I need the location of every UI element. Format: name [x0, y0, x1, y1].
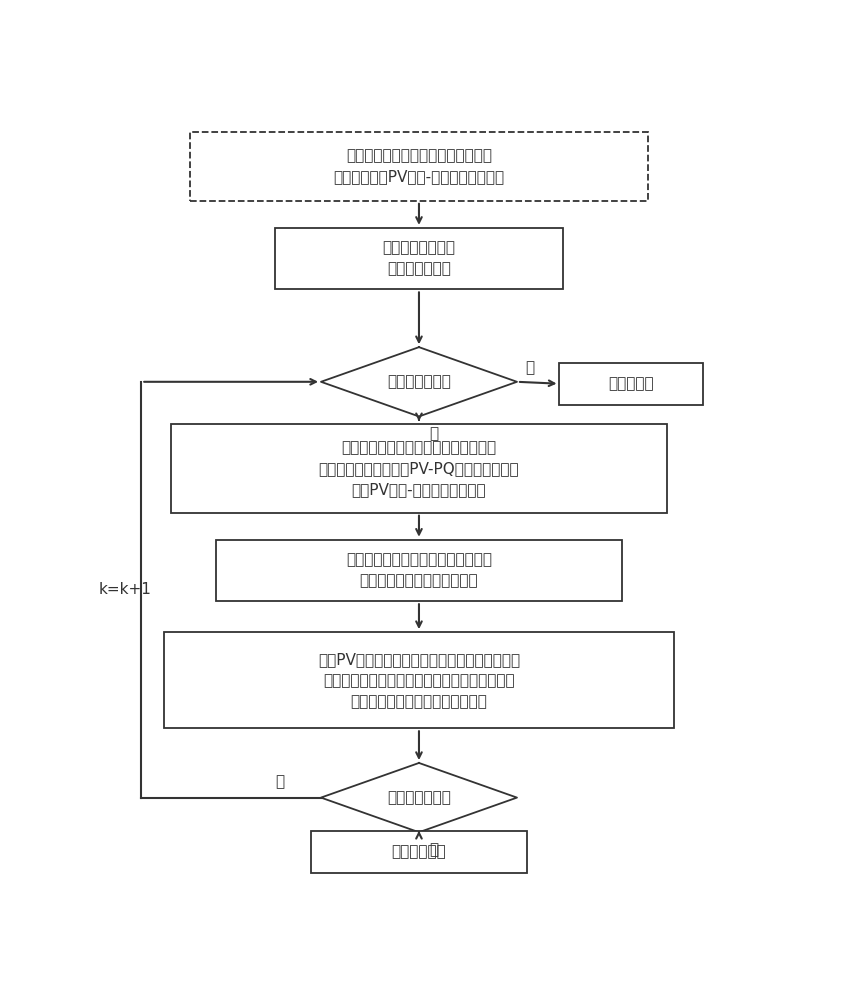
Text: 是: 是 — [429, 842, 438, 857]
Text: 节点断开后对新的节点进行有功功率、
无功功率分配，并进行PV-PQ节点转化判定，
修正PV节点-环网综合补偿矩阵: 节点断开后对新的节点进行有功功率、 无功功率分配，并进行PV-PQ节点转化判定，… — [319, 440, 519, 497]
Text: 小于迭代次数？: 小于迭代次数？ — [387, 374, 451, 389]
Text: 计算PV节点的偏差量和环网的偏差量，获得补偿
电流，再在补偿电流的基础上重新计算支路电流
，修正各节点电压，并且进行补偿: 计算PV节点的偏差量和环网的偏差量，获得补偿 电流，再在补偿电流的基础上重新计算… — [318, 652, 520, 709]
Text: 输出计算结果: 输出计算结果 — [392, 844, 446, 859]
Text: 数据不收敛: 数据不收敛 — [609, 376, 654, 391]
Text: 否: 否 — [525, 361, 534, 376]
Bar — [217, 540, 621, 601]
Bar — [191, 132, 647, 201]
Text: 收敛条件满足？: 收敛条件满足？ — [387, 790, 451, 805]
Bar — [311, 831, 527, 873]
Polygon shape — [321, 347, 517, 416]
Text: 计算各节点的注入电流和支路电流，
然后通过回代求出各节点电压: 计算各节点的注入电流和支路电流， 然后通过回代求出各节点电压 — [346, 552, 492, 588]
Text: 是: 是 — [429, 426, 438, 441]
Text: 否: 否 — [276, 774, 284, 789]
Bar — [560, 363, 703, 405]
Text: 设定数据迭代初值
和迭代次数上限: 设定数据迭代初值 和迭代次数上限 — [383, 241, 455, 277]
Bar — [170, 424, 668, 513]
Text: 读取配电网的数据，确定环网和断开
点位置，构造PV节点-环网综合补偿矩阵: 读取配电网的数据，确定环网和断开 点位置，构造PV节点-环网综合补偿矩阵 — [334, 148, 504, 184]
Bar — [276, 228, 563, 289]
Bar — [164, 632, 674, 728]
Polygon shape — [321, 763, 517, 832]
Text: k=k+1: k=k+1 — [99, 582, 152, 597]
